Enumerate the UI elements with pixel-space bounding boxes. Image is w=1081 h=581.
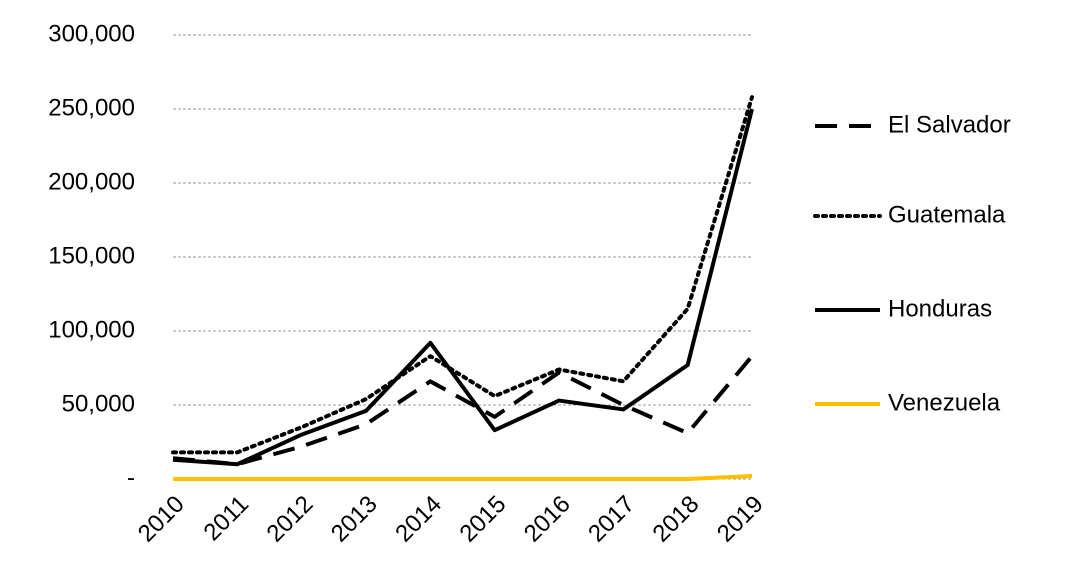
y-tick-label: 100,000 <box>48 316 135 343</box>
y-tick-label: 250,000 <box>48 94 135 121</box>
legend-label: Honduras <box>888 295 992 322</box>
y-tick-label: 50,000 <box>62 390 135 417</box>
x-tick-label: 2012 <box>262 491 319 548</box>
x-tick-label: 2019 <box>712 491 769 548</box>
x-tick-label: 2011 <box>198 491 254 547</box>
y-tick-label: - <box>127 464 135 491</box>
x-tick-label: 2018 <box>648 491 705 548</box>
x-tick-label: 2013 <box>326 491 383 548</box>
y-tick-label: 150,000 <box>48 242 135 269</box>
y-tick-label: 300,000 <box>48 20 135 47</box>
series-line <box>173 474 753 481</box>
legend-label: El Salvador <box>888 111 1011 138</box>
x-tick-label: 2015 <box>455 491 512 548</box>
x-tick-label: 2014 <box>390 491 447 548</box>
y-tick-label: 200,000 <box>48 168 135 195</box>
legend-label: Guatemala <box>888 201 1006 228</box>
x-tick-label: 2010 <box>133 491 190 548</box>
series-line <box>171 95 754 455</box>
x-tick-label: 2017 <box>583 491 640 548</box>
series-line <box>172 354 754 467</box>
x-tick-label: 2016 <box>519 491 576 548</box>
series-line <box>172 108 754 467</box>
legend-label: Venezuela <box>888 389 1001 416</box>
